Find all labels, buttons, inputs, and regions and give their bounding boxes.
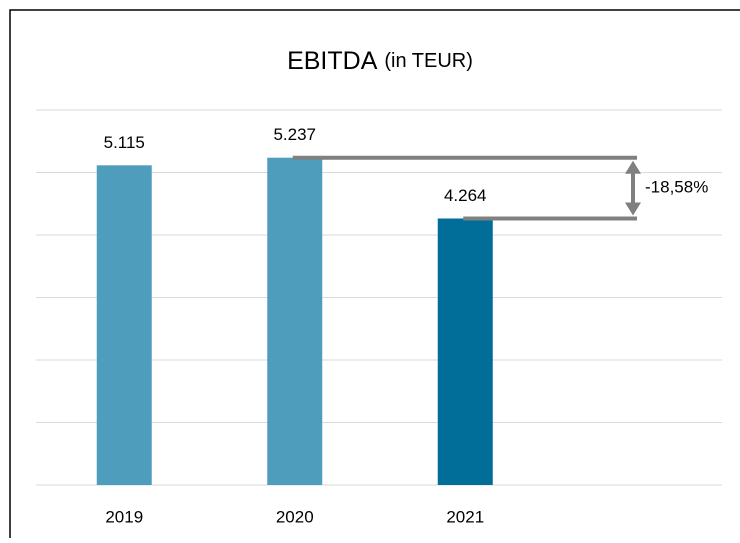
data-label: 5.115: [104, 133, 145, 152]
x-tick-label: 2021: [446, 507, 484, 526]
bar: [267, 157, 323, 485]
data-label: 5.237: [273, 125, 316, 144]
bar: [437, 218, 493, 485]
bar: [96, 165, 152, 485]
annotation-arrow-head: [625, 160, 641, 174]
x-tick-label: 2019: [105, 507, 143, 526]
data-label: 4.264: [444, 186, 487, 205]
x-tick-label: 2020: [276, 507, 314, 526]
title-unit: (in TEUR): [384, 50, 473, 72]
chart-title: EBITDA (in TEUR): [287, 47, 473, 75]
annotation-label: -18,58%: [645, 178, 708, 197]
title-main: EBITDA: [287, 47, 378, 75]
annotation-arrow-head: [625, 202, 641, 216]
